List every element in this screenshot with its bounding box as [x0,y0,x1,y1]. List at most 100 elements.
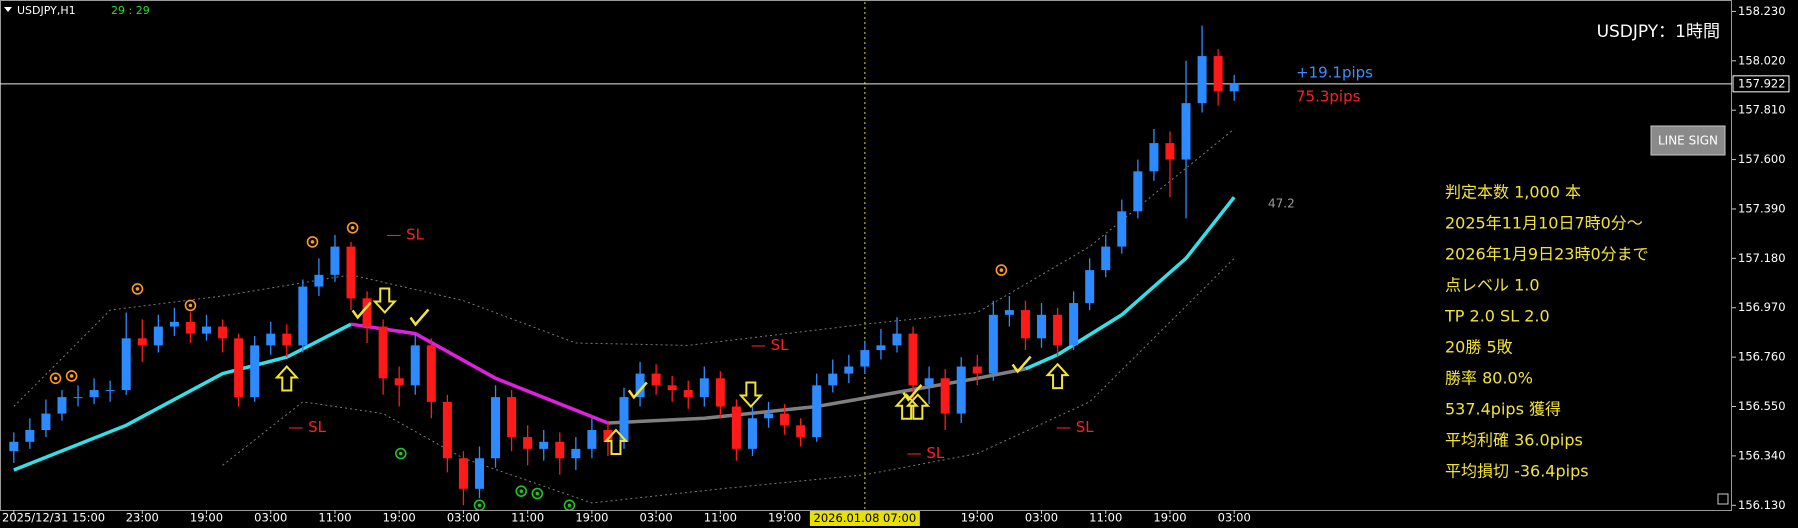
candle-body [1133,171,1143,212]
y-tick-label: 156.550 [1738,399,1786,413]
check-mark [351,301,372,320]
orange-circle-dot [69,374,74,378]
candle-body [892,333,902,346]
candle-body [988,314,998,374]
x-tick-label: 19:00 [1153,511,1186,525]
candle-body [571,448,581,459]
candle-body [346,246,356,299]
button-bg[interactable] [1650,125,1726,156]
crosshair-label-bg [809,511,920,526]
orange-circle [65,370,78,382]
green-circle-dot [399,451,403,456]
orange-circle-dot [310,240,315,244]
check-mark [1011,355,1032,374]
y-tick-label: 158.230 [1738,4,1786,18]
candle-body [539,441,549,449]
x-tick-label: 19:00 [383,511,416,525]
pips-label: +19.1pips [1296,64,1373,82]
green-circle [531,487,544,500]
candle-body [1004,310,1014,315]
orange-circle [306,236,319,248]
overlay: USDJPY,H1 29 : 29 USDJPY：1時間 LINE SIGN 4… [4,4,1729,505]
candle-body [940,378,950,414]
candle-body [185,321,195,334]
y-tick-label: 156.130 [1738,498,1786,512]
indicator-value: 47.2 [1268,197,1295,211]
x-tick-label: 11:00 [1089,511,1122,525]
button-label[interactable]: LINE SIGN [1658,134,1718,148]
candle-body [298,286,308,346]
orange-circle [995,264,1008,276]
green-circle-dot [535,491,540,496]
moving-average [13,322,352,472]
x-tick-label: 19:00 [575,511,608,525]
y-tick-label: 157.810 [1738,103,1786,117]
candle-body [956,366,966,414]
candle-body [924,378,934,386]
y-tick-label: 156.340 [1738,448,1786,462]
candle-body [153,326,163,346]
moving-average [607,367,1026,425]
down-arrow [372,287,398,314]
candle-body [169,321,179,327]
menu-triangle[interactable] [4,7,12,12]
corner-icon[interactable] [1717,493,1729,505]
candle-body [202,326,212,334]
candle-body [1101,246,1111,271]
candle-body [474,458,484,489]
candle-body [89,390,99,398]
moving-average [1024,196,1236,371]
candle-body [234,338,244,398]
check-mark [409,308,430,327]
green-circle-dot [477,503,482,508]
candle-body [1213,56,1223,92]
timer: 29 : 29 [111,4,150,17]
candle-body [1117,211,1127,247]
check-mark [902,383,923,402]
x-tick-label: 11:00 [704,511,737,525]
stat-line: 点レベル 1.0 [1445,276,1540,295]
candle-body [635,373,645,398]
orange-circle [49,372,62,385]
last-price-box [1732,75,1790,93]
candle-body [1229,83,1239,92]
x-tick-label: 03:00 [447,511,480,525]
line-sign-button[interactable]: LINE SIGN [1650,125,1726,156]
candle-body [491,397,501,459]
candle-body [507,397,517,438]
plot-frame [0,0,1732,511]
stat-line: 2026年1月9日23時0分まで [1445,245,1649,264]
orange-circle-dot [135,287,140,291]
candle-body [523,437,533,449]
crosshair-label: 2026.01.08 07:00 [814,511,917,525]
candle-body [25,430,35,442]
up-arrow [894,393,919,420]
orange-circle-dot [350,225,355,230]
stat-line: 勝率 80.0% [1445,369,1533,388]
candle-body [1037,314,1047,339]
green-circle [563,499,576,510]
candle-body [651,373,661,386]
candle-body [796,425,806,438]
x-tick-label: 11:00 [318,511,351,525]
green-circle [473,499,486,510]
candle-body [73,397,83,399]
candle-body [731,406,741,449]
y-tick-label: 156.760 [1738,350,1786,364]
candle-body [555,441,565,459]
sl-label: — SL [751,336,789,354]
candle-body [1165,143,1175,160]
stat-line: TP 2.0 SL 2.0 [1444,307,1550,326]
candle-body [105,390,115,392]
candle-body [137,338,147,346]
candle-body [876,345,886,351]
y-tick-label: 157.600 [1738,152,1786,166]
symbol-label: USDJPY,H1 [17,4,76,17]
x-tick-label: 11:00 [511,511,544,525]
y-tick-label: 158.020 [1738,53,1786,67]
stat-line: 20勝 5敗 [1445,338,1513,357]
stat-line: 2025年11月10日7時0分～ [1445,214,1643,233]
orange-circle [184,299,197,312]
candle-body [218,326,228,339]
